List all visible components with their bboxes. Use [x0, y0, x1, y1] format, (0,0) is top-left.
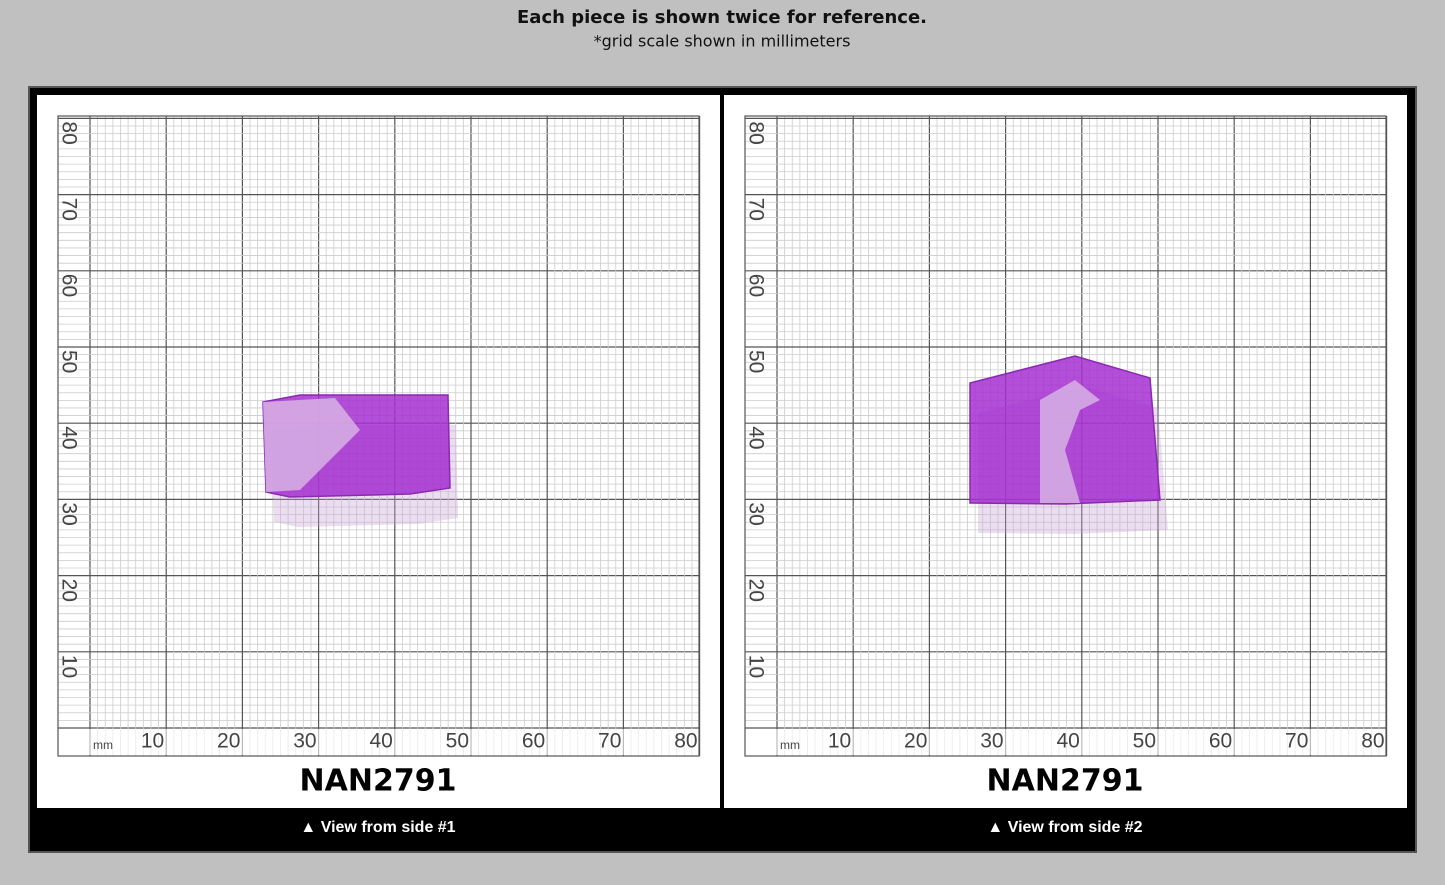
x-tick-label: 30 [293, 730, 316, 753]
x-tick-label: 70 [1285, 730, 1308, 753]
unit-label: mm [93, 738, 113, 752]
label-strip [746, 729, 1385, 755]
label-strip [59, 729, 698, 755]
y-tick-label: 60 [57, 274, 80, 297]
piece-id: NAN2791 [300, 764, 457, 799]
unit-label: mm [780, 738, 800, 752]
caption: ▲ View from side #2 [987, 819, 1142, 836]
x-tick-label: 60 [1209, 730, 1232, 753]
x-tick-label: 70 [598, 730, 621, 753]
x-tick-label: 30 [980, 730, 1003, 753]
x-tick-label: 50 [446, 730, 469, 753]
y-tick-label: 30 [57, 502, 80, 525]
y-tick-label: 60 [744, 274, 767, 297]
grid-border [744, 115, 1387, 757]
y-tick-label: 10 [744, 655, 767, 678]
caption: ▲ View from side #1 [300, 819, 455, 836]
panel: mm 10 20 30 40 50 60 70 80 10 20 30 40 50 60 70 80 NAN279… [724, 95, 1407, 836]
x-tick-label: 80 [1361, 730, 1384, 753]
piece-id: NAN2791 [987, 764, 1144, 799]
title: Each piece is shown twice for reference. [517, 7, 927, 28]
y-tick-label: 40 [57, 426, 80, 449]
x-tick-label: 80 [674, 730, 697, 753]
grid-border [57, 115, 700, 757]
gem-facet [1040, 380, 1100, 503]
x-tick-label: 10 [141, 730, 164, 753]
x-tick-label: 40 [1056, 730, 1079, 753]
x-tick-label: 10 [828, 730, 851, 753]
subtitle: *grid scale shown in millimeters [594, 32, 851, 51]
gem-facet [263, 398, 360, 492]
panel: mm 10 20 30 40 50 60 70 80 10 20 30 40 50 60 70 80 NAN279… [37, 95, 720, 836]
y-tick-label: 20 [744, 579, 767, 602]
y-tick-label: 50 [744, 350, 767, 373]
x-tick-label: 50 [1133, 730, 1156, 753]
x-tick-label: 20 [904, 730, 927, 753]
x-tick-label: 40 [369, 730, 392, 753]
y-tick-label: 80 [744, 121, 767, 144]
y-tick-label: 10 [57, 655, 80, 678]
y-tick-label: 80 [57, 121, 80, 144]
y-tick-label: 70 [744, 198, 767, 221]
x-tick-label: 20 [217, 730, 240, 753]
y-tick-label: 70 [57, 198, 80, 221]
y-tick-label: 20 [57, 579, 80, 602]
y-tick-label: 40 [744, 426, 767, 449]
y-tick-label: 50 [57, 350, 80, 373]
x-tick-label: 60 [522, 730, 545, 753]
y-tick-label: 30 [744, 502, 767, 525]
